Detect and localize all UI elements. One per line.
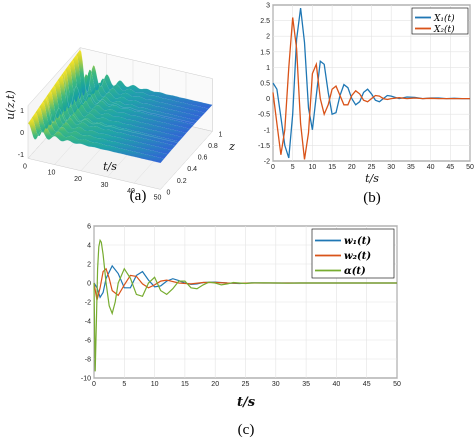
x-tick-label: 35 <box>407 164 415 171</box>
z-tick-label: -1 <box>18 152 24 159</box>
x-tick-label: 5 <box>291 164 295 171</box>
x-tick-label: 50 <box>466 164 474 171</box>
y-tick-label: -0.5 <box>258 112 270 119</box>
x-tick-label: 20 <box>348 164 356 171</box>
surface-strip <box>65 64 202 121</box>
x-tick-label: 45 <box>363 381 371 388</box>
y-tick-label: 1 <box>266 65 270 72</box>
x-tick-label: 30 <box>101 182 109 189</box>
series-line-2 <box>272 17 470 160</box>
x-axis-label: t/s <box>237 395 256 410</box>
x-axis-label: t/s <box>365 172 379 185</box>
caption-b: (b) <box>363 190 381 206</box>
x-tick-label: 40 <box>127 188 135 195</box>
z-axis-label: u(z,t) <box>4 90 17 119</box>
z-tick-label: 0 <box>20 130 24 137</box>
y-tick-label: 3 <box>266 3 270 10</box>
caption-a: (a) <box>130 188 147 204</box>
y-tick-label: -2 <box>264 159 270 166</box>
x-axis-label: t/s <box>103 160 117 173</box>
x-tick-label: 10 <box>309 164 317 171</box>
y-tick-label: 2.5 <box>260 18 270 25</box>
y-tick-label: -8 <box>85 357 91 364</box>
surface-strip <box>31 112 168 159</box>
x-tick-label: 0 <box>92 381 96 388</box>
y-tick-label: 1 <box>219 131 223 138</box>
y-tick-label: 0 <box>167 189 171 196</box>
legend-box <box>411 7 469 35</box>
x-tick-label: 40 <box>427 164 435 171</box>
legend-label: w₁(t) <box>344 236 371 247</box>
y-tick-label: 0.6 <box>198 155 208 162</box>
y-tick-label: -1.5 <box>258 143 270 150</box>
surface-strip <box>39 101 176 150</box>
x-tick-label: 30 <box>272 381 280 388</box>
plot-c: 0 5 10 15 20 25 30 35 40 45 50 -10 -8 -6 -4 -2 0 2 4 6 w₁(t)… <box>81 224 401 389</box>
surface-strip <box>35 107 172 155</box>
y-tick-label: 0.4 <box>187 166 197 173</box>
z-tick-label: 1 <box>20 108 24 115</box>
surface-strip <box>46 90 183 142</box>
series-line-3 <box>93 238 397 372</box>
y-tick-label: 0 <box>266 96 270 103</box>
legend-label: X₂(t) <box>433 24 455 35</box>
surface-ridge <box>79 49 213 106</box>
surface-strip <box>61 70 198 125</box>
x-tick-label: 35 <box>302 381 310 388</box>
x-tick-label: 10 <box>48 170 56 177</box>
y-tick-label: 2 <box>266 34 270 41</box>
surface-strip <box>54 80 191 133</box>
x-tick-label: 15 <box>181 381 189 388</box>
x-tick-label: 40 <box>333 381 341 388</box>
x-tick-label: 15 <box>328 164 336 171</box>
x-tick-label: 0 <box>271 164 275 171</box>
x-tick-label: 45 <box>446 164 454 171</box>
y-tick-label: 0.2 <box>177 178 187 185</box>
y-tick-label: 0 <box>87 281 91 288</box>
x-tick-label: 50 <box>393 381 401 388</box>
plot-b: 0 5 10 15 20 25 30 35 40 45 50 -2 -1.5 -1 -0.5 0 0.5 1 1.5… <box>258 3 474 172</box>
surface-strip <box>57 75 194 129</box>
x-tick-label: 10 <box>151 381 159 388</box>
surface-ridge <box>27 123 161 164</box>
x-tick-label: 0 <box>23 163 27 170</box>
y-tick-label: -1 <box>264 127 270 134</box>
y-tick-label: 4 <box>87 243 91 250</box>
grid-line <box>160 78 213 190</box>
y-tick-label: -6 <box>85 338 91 345</box>
caption-c: (c) <box>238 422 255 438</box>
y-tick-label: -4 <box>85 319 91 326</box>
legend-label: X₁(t) <box>433 13 455 24</box>
surface-strip <box>28 118 165 163</box>
y-tick-label: 6 <box>87 224 91 231</box>
surface-strip <box>50 85 187 138</box>
legend-label: w₂(t) <box>344 251 371 262</box>
y-tick-label: -10 <box>81 376 91 383</box>
x-tick-label: 20 <box>74 176 82 183</box>
x-tick-label: 5 <box>122 381 126 388</box>
y-tick-label: 2 <box>87 262 91 269</box>
x-tick-label: 20 <box>211 381 219 388</box>
y-tick-label: 1.5 <box>260 49 270 56</box>
y-axis-label: z <box>228 140 235 153</box>
panel-c: 0 5 10 15 20 25 30 35 40 45 50 -10 -8 -6 -4 -2 0 2 4 6 w₁(t)… <box>81 224 401 439</box>
x-tick-label: 25 <box>368 164 376 171</box>
surface-strip <box>42 96 180 146</box>
y-tick-label: 0.8 <box>208 143 218 150</box>
surface-ridge <box>45 97 178 143</box>
surface-mesh <box>27 49 213 164</box>
surface-strip <box>76 49 213 109</box>
surface-strip <box>72 54 209 113</box>
y-tick-label: -2 <box>85 300 91 307</box>
x-tick-label: 25 <box>242 381 250 388</box>
legend-label: α(t) <box>344 266 366 277</box>
y-tick-label: 0.5 <box>260 81 270 88</box>
x-tick-label: 50 <box>154 194 162 201</box>
surface-ridge <box>62 73 196 124</box>
panel-b: 0 5 10 15 20 25 30 35 40 45 50 -2 -1.5 -1 -0.5 0 0.5 1 1.5… <box>258 3 474 207</box>
x-tick-label: 30 <box>387 164 395 171</box>
